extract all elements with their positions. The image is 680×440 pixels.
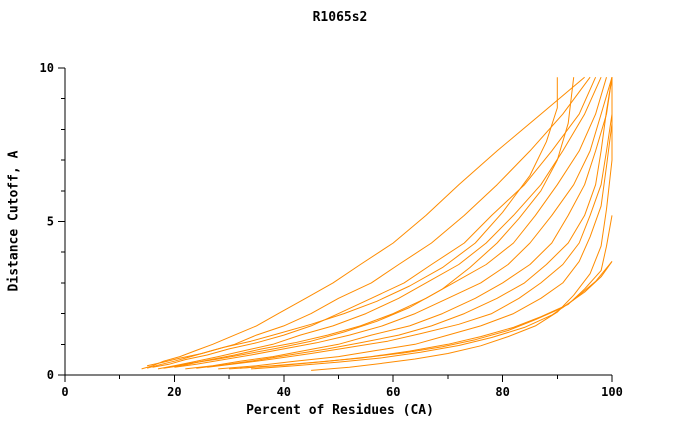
series-line [163, 77, 607, 369]
y-tick-label: 10 [40, 61, 54, 75]
x-tick-label: 60 [386, 385, 400, 399]
x-tick-label: 40 [277, 385, 291, 399]
series-line [196, 77, 613, 369]
series-line [185, 77, 613, 370]
series-line [207, 77, 613, 368]
series-line [146, 76, 591, 369]
y-tick-label: 0 [47, 368, 54, 382]
series-line [168, 77, 575, 368]
series-line [152, 76, 597, 368]
series-line [250, 261, 613, 370]
series-line [174, 77, 613, 368]
series-line [239, 215, 613, 369]
x-tick-label: 20 [167, 385, 181, 399]
series-line [146, 77, 558, 367]
series-line [157, 76, 602, 370]
x-axis-label: Percent of Residues (CA) [246, 403, 434, 418]
x-tick-label: 0 [61, 385, 68, 399]
chart-title: R1065s2 [312, 10, 368, 25]
series-line [311, 77, 613, 371]
series-line [218, 77, 613, 370]
x-tick-label: 100 [601, 385, 623, 399]
series-line [141, 76, 585, 370]
y-tick-label: 5 [47, 215, 54, 229]
x-tick-label: 80 [495, 385, 509, 399]
